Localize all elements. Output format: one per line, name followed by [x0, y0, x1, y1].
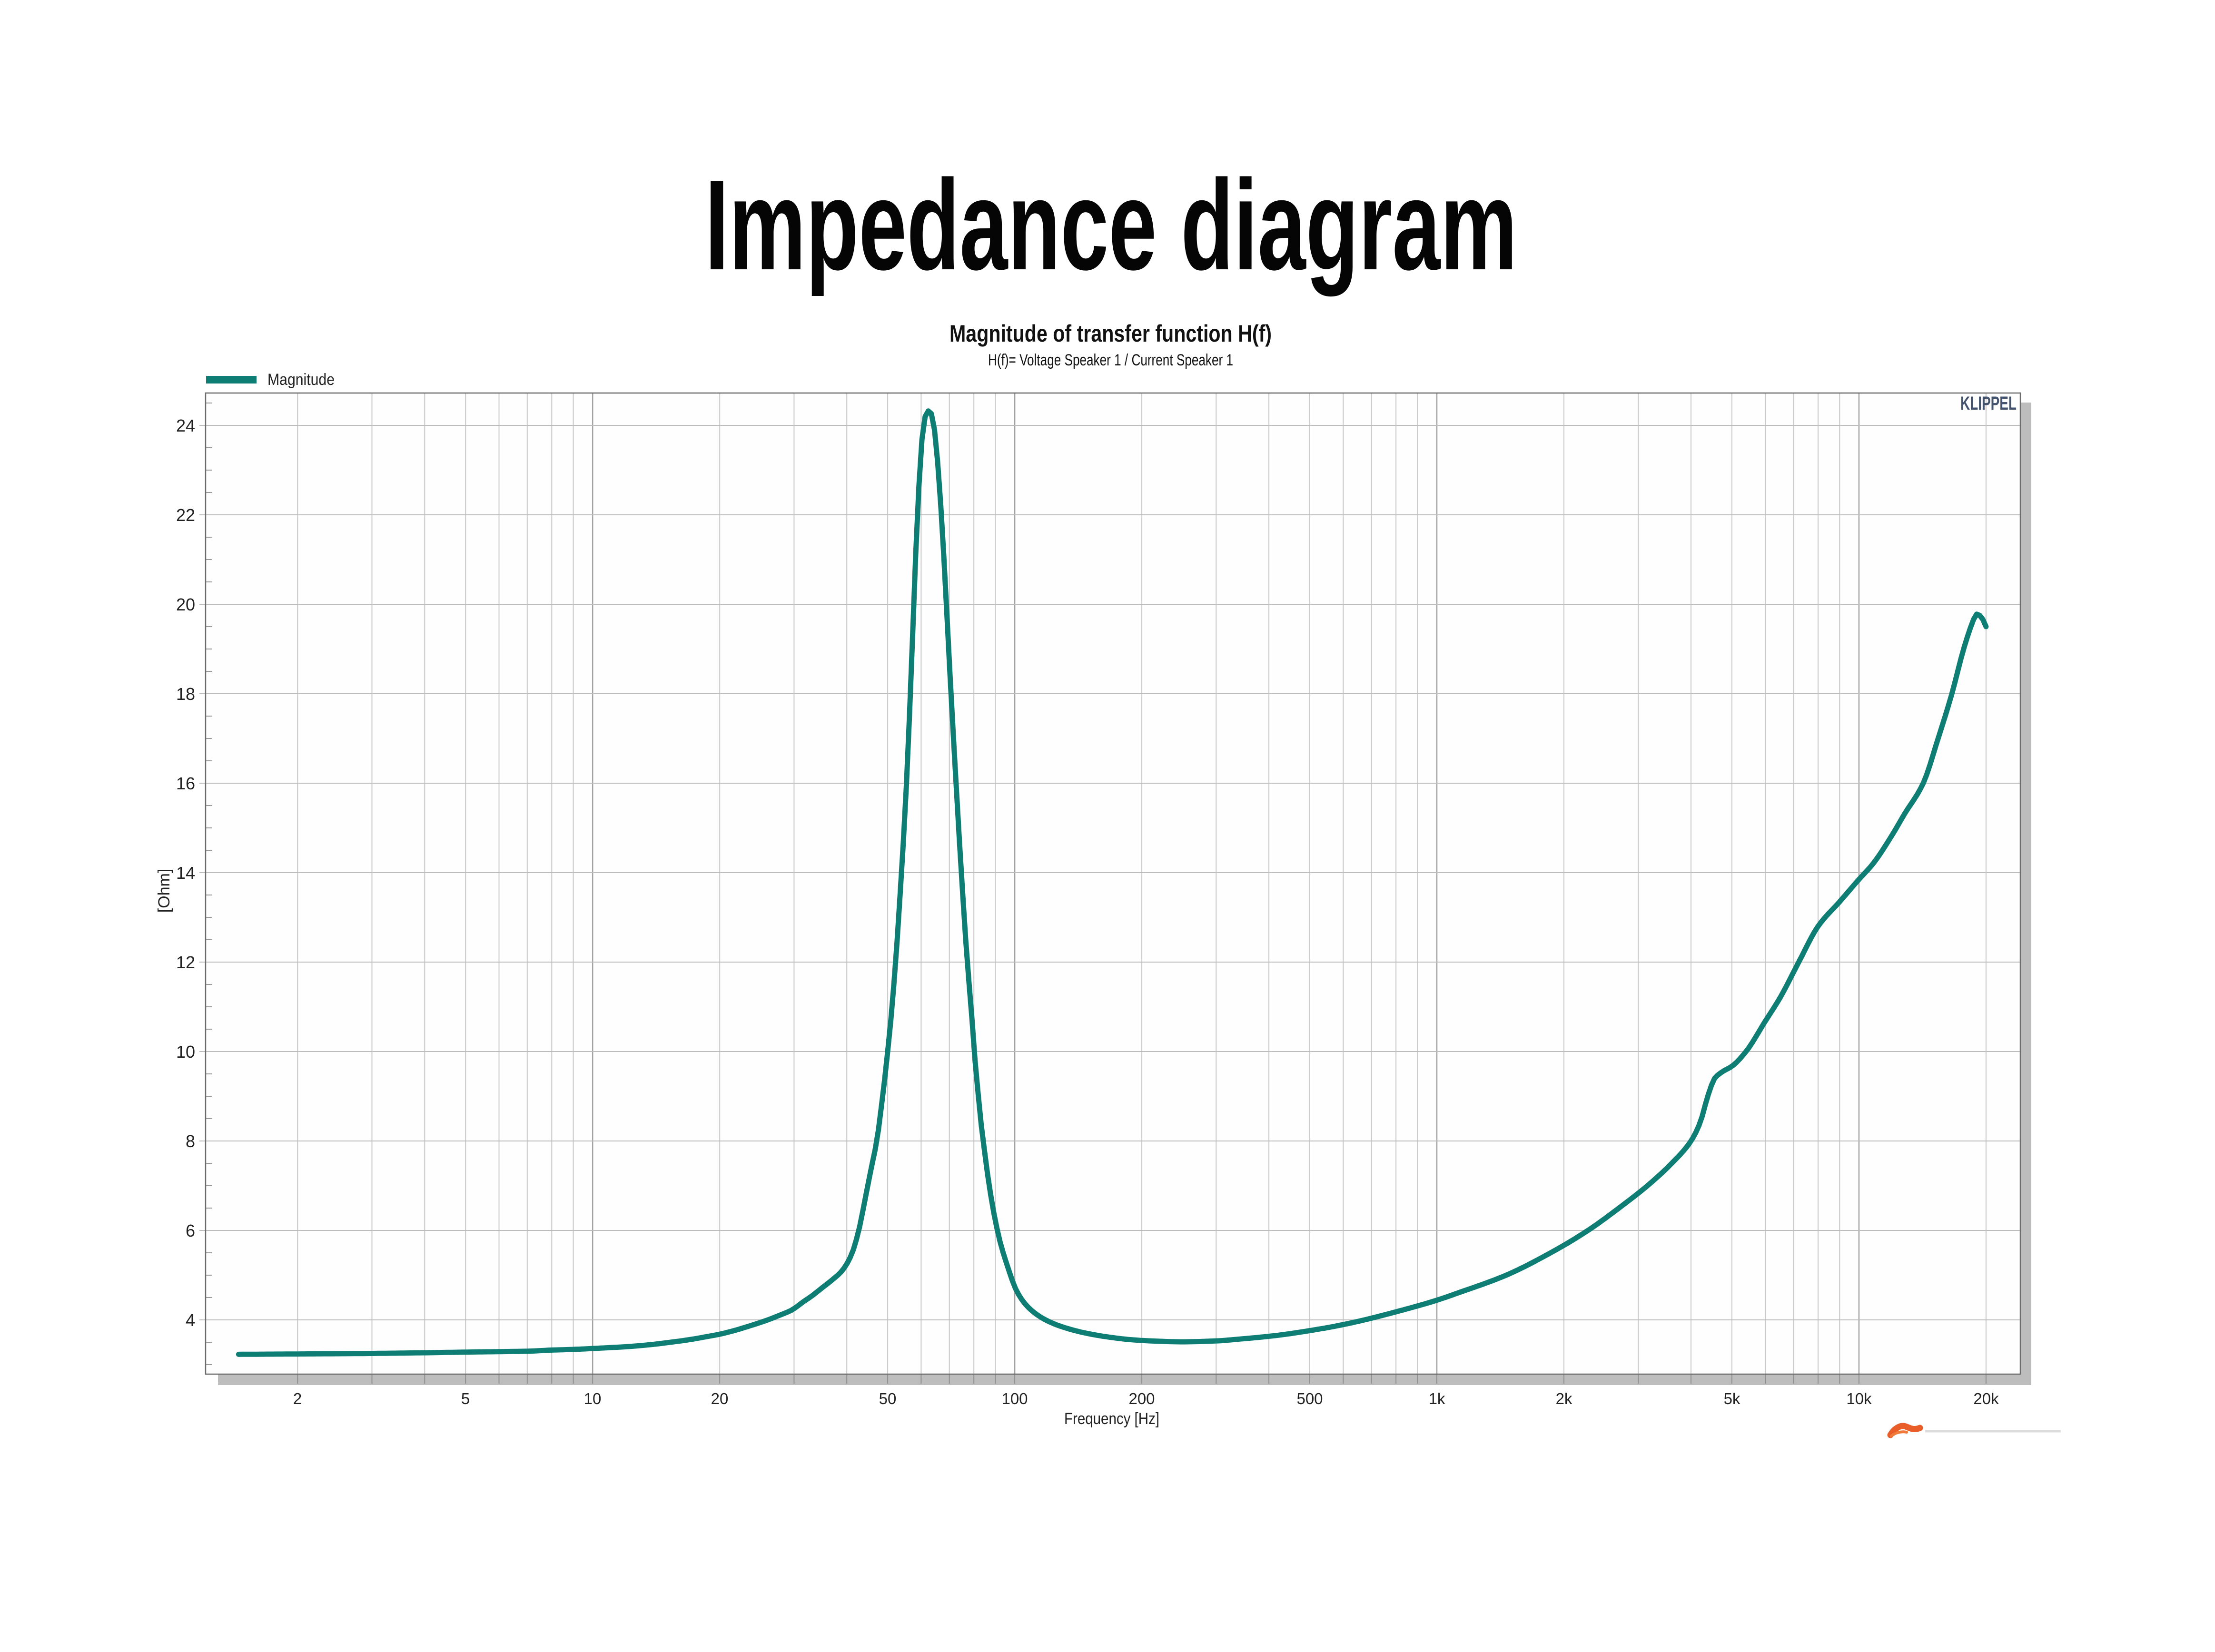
svg-text:5: 5	[461, 1390, 470, 1407]
svg-text:4: 4	[186, 1310, 195, 1330]
svg-text:1k: 1k	[1429, 1390, 1445, 1407]
svg-text:16: 16	[176, 774, 195, 793]
svg-text:24: 24	[176, 416, 195, 435]
svg-text:10k: 10k	[1846, 1390, 1872, 1407]
svg-text:20: 20	[711, 1390, 729, 1407]
svg-text:20k: 20k	[1973, 1390, 1999, 1407]
svg-text:14: 14	[176, 863, 195, 883]
svg-text:6: 6	[186, 1221, 195, 1240]
svg-text:5k: 5k	[1724, 1390, 1740, 1407]
svg-text:2k: 2k	[1556, 1390, 1572, 1407]
svg-text:2: 2	[293, 1390, 302, 1407]
svg-text:100: 100	[1001, 1390, 1028, 1407]
svg-text:20: 20	[176, 595, 195, 614]
svg-text:Frequency [Hz]: Frequency [Hz]	[1064, 1410, 1159, 1428]
svg-text:10: 10	[176, 1042, 195, 1062]
svg-text:Impedance diagram: Impedance diagram	[705, 154, 1517, 297]
svg-text:KLIPPEL: KLIPPEL	[1960, 393, 2017, 414]
svg-text:200: 200	[1128, 1390, 1155, 1407]
svg-text:[Ohm]: [Ohm]	[155, 869, 173, 913]
svg-text:8: 8	[186, 1131, 195, 1151]
svg-text:H(f)= Voltage Speaker 1 / Curr: H(f)= Voltage Speaker 1 / Current Speake…	[988, 351, 1233, 369]
svg-text:Magnitude of transfer function: Magnitude of transfer function H(f)	[949, 320, 1272, 347]
svg-text:50: 50	[879, 1390, 897, 1407]
svg-text:Magnitude: Magnitude	[267, 371, 335, 389]
svg-text:18: 18	[176, 684, 195, 704]
svg-text:22: 22	[176, 505, 195, 525]
svg-text:10: 10	[584, 1390, 602, 1407]
svg-text:500: 500	[1296, 1390, 1323, 1407]
svg-text:12: 12	[176, 953, 195, 972]
